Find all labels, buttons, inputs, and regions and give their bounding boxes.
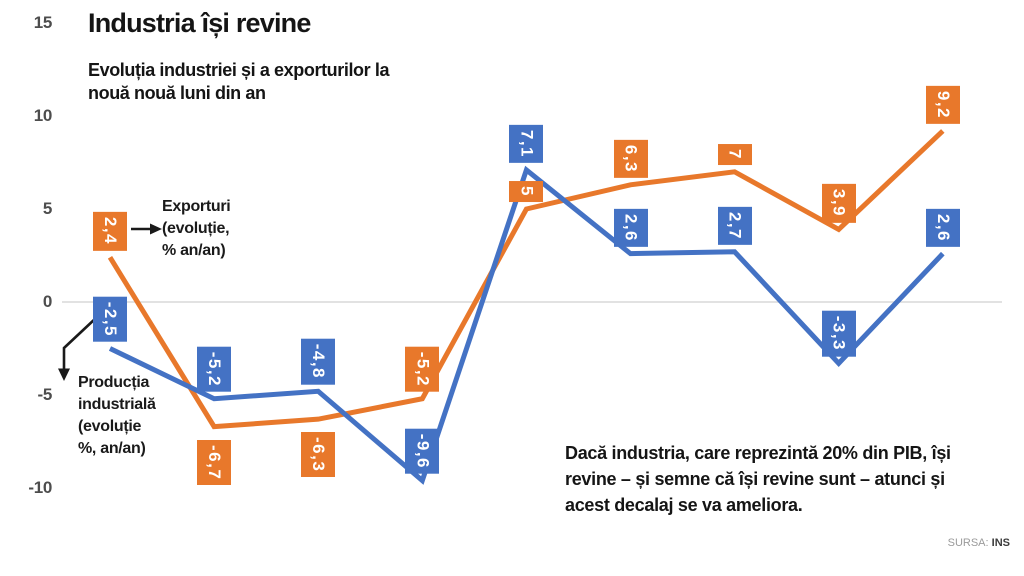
data-label: 2,4 (93, 212, 127, 251)
source-prefix: SURSA: (947, 537, 989, 549)
series-line-0 (107, 129, 945, 430)
data-label: -4,8 (301, 338, 336, 385)
legend-exports: Exporturi (evoluție, % an/an) (162, 198, 231, 259)
data-label: -6,7 (197, 439, 232, 485)
data-label: 7 (717, 143, 752, 165)
data-label: 2,7 (717, 206, 752, 245)
data-label: 2,6 (613, 208, 648, 247)
data-label: -9,6 (405, 428, 440, 474)
source-value: INS (991, 537, 1010, 549)
y-tick-label: 5 (42, 199, 52, 218)
annotation-text: Dacă industria, care reprezintă 20% din … (565, 443, 951, 515)
chart-title: Industria își revine (88, 8, 311, 38)
y-tick-label: 10 (33, 106, 53, 125)
y-tick-label: 15 (33, 13, 53, 32)
source-credit: SURSA: INS (948, 537, 1010, 549)
data-label: -3,3 (821, 311, 856, 357)
y-tick-label: 0 (42, 292, 52, 311)
data-label: -6,3 (301, 432, 336, 478)
data-label: 6,3 (613, 139, 648, 178)
data-label: 3,9 (821, 184, 856, 223)
data-label: 7,1 (509, 124, 544, 163)
y-tick-label: -5 (37, 385, 52, 404)
data-label: 9,2 (925, 85, 960, 124)
y-tick-label: -10 (28, 478, 52, 497)
series-line-1 (108, 165, 945, 485)
data-label: 2,6 (925, 208, 960, 247)
data-label: -5,2 (405, 346, 440, 392)
y-axis: 15 10 5 0 -5 -10 (0, 0, 52, 576)
data-label: 5 (509, 181, 544, 202)
data-label: -2,5 (93, 296, 127, 342)
exports-arrow-icon (131, 223, 162, 235)
data-label: -5,2 (197, 346, 232, 392)
chart-subtitle: Evoluția industriei și a exporturilor la… (88, 60, 390, 103)
legend-production: Producția industrială (evoluție %, an/an… (78, 374, 156, 457)
production-arrow-icon (58, 317, 97, 381)
